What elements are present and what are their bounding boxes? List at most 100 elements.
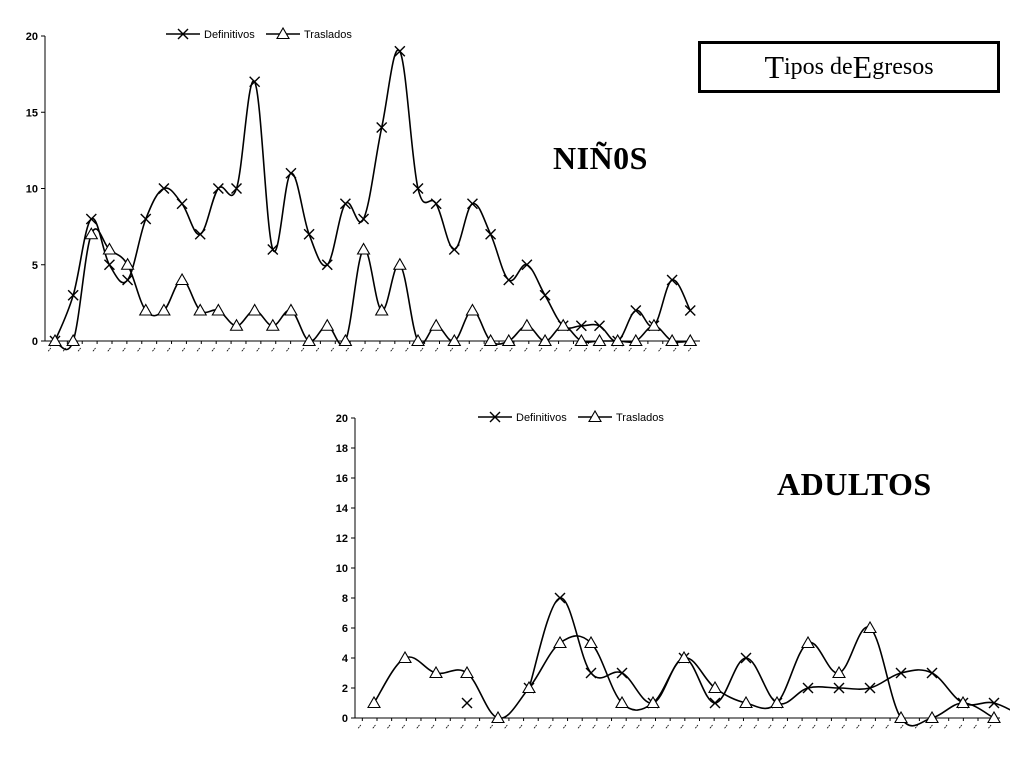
x-tick-label: -- — [462, 345, 471, 354]
x-tick-label: -- — [693, 722, 702, 731]
data-point-definitivos — [321, 259, 333, 271]
y-tick-label: 10 — [26, 184, 38, 196]
legend-entry: Traslados — [616, 412, 664, 424]
data-point-definitivos — [103, 259, 115, 271]
data-point-definitivos — [461, 697, 473, 709]
data-point-definitivos — [267, 244, 279, 255]
x-tick-label: -- — [358, 345, 367, 354]
data-point-traslados — [519, 318, 534, 331]
legend-marker — [489, 411, 501, 423]
x-tick-label: -- — [898, 722, 907, 731]
data-point-definitivos — [684, 305, 696, 316]
x-tick-label: -- — [641, 345, 650, 354]
data-point-traslados — [610, 333, 625, 347]
data-point-traslados — [894, 710, 908, 724]
y-tick-label: 12 — [336, 533, 348, 545]
x-tick-label: -- — [781, 722, 790, 731]
data-point-definitivos — [194, 228, 206, 240]
legend-marker — [177, 28, 189, 40]
data-point-traslados — [229, 318, 244, 331]
x-tick-label: -- — [458, 722, 467, 731]
x-tick-label: -- — [590, 722, 599, 731]
x-tick-label: -- — [487, 722, 496, 731]
data-point-definitivos — [616, 667, 628, 679]
data-point-definitivos — [503, 274, 515, 286]
x-tick-label: -- — [869, 722, 878, 731]
data-point-definitivos — [521, 259, 533, 271]
y-tick-label: 6 — [342, 623, 348, 635]
data-point-definitivos — [833, 682, 845, 694]
x-tick-label: -- — [355, 722, 364, 731]
title-initial-t: T — [764, 48, 784, 85]
y-tick-label: 10 — [336, 563, 348, 575]
data-point-traslados — [367, 695, 381, 709]
x-tick-label: -- — [546, 722, 555, 731]
x-tick-label: -- — [634, 722, 643, 731]
x-tick-label: -- — [722, 722, 731, 731]
data-point-traslados — [284, 303, 298, 316]
chart-legend: Definitivos Traslados — [166, 26, 352, 41]
x-tick-label: -- — [649, 722, 658, 731]
data-point-traslados — [120, 257, 135, 270]
data-point-definitivos — [67, 289, 79, 301]
data-point-definitivos — [376, 122, 388, 133]
data-point-traslados — [392, 257, 407, 270]
x-tick-label: -- — [656, 345, 665, 354]
data-point-traslados — [584, 635, 598, 649]
data-point-traslados — [677, 650, 691, 664]
y-tick-label: 4 — [342, 653, 349, 665]
x-tick-label: -- — [239, 345, 248, 354]
x-tick-label: -- — [596, 345, 605, 354]
data-point-definitivos — [554, 592, 566, 604]
x-tick-label: -- — [120, 345, 129, 354]
data-point-definitivos — [988, 697, 1000, 709]
x-tick-label: -- — [448, 345, 457, 354]
data-point-traslados — [665, 333, 680, 347]
data-point-traslados — [338, 333, 353, 347]
x-tick-label: -- — [619, 722, 628, 731]
data-point-traslados — [553, 635, 567, 649]
data-point-definitivos — [485, 228, 497, 240]
data-point-definitivos — [176, 198, 188, 210]
title-part-2: gresos — [872, 53, 934, 80]
data-point-traslados — [265, 318, 280, 331]
data-point-definitivos — [231, 183, 242, 194]
data-point-traslados — [739, 695, 753, 709]
data-point-traslados — [647, 318, 661, 331]
x-tick-label: -- — [751, 722, 760, 731]
data-point-definitivos — [249, 76, 261, 88]
x-tick-label: -- — [957, 722, 966, 731]
data-point-traslados — [302, 333, 317, 347]
y-tick-label: 20 — [26, 31, 38, 43]
data-point-traslados — [102, 242, 117, 255]
legend-entry: Traslados — [304, 29, 352, 41]
x-tick-label: -- — [611, 345, 620, 354]
data-point-definitivos — [358, 213, 370, 225]
x-tick-label: -- — [180, 345, 189, 354]
x-tick-label: -- — [75, 345, 84, 354]
data-point-traslados — [156, 303, 171, 316]
x-tick-label: -- — [986, 722, 995, 731]
x-tick-label: -- — [299, 345, 308, 354]
x-tick-label: -- — [575, 722, 584, 731]
x-tick-label: -- — [663, 722, 672, 731]
data-point-definitivos — [539, 289, 551, 301]
data-point-definitivos — [303, 228, 315, 240]
title-initial-e: E — [852, 48, 873, 85]
x-tick-label: -- — [671, 345, 680, 354]
data-point-definitivos — [575, 320, 587, 332]
data-point-traslados — [398, 650, 412, 664]
y-tick-label: 8 — [342, 593, 348, 605]
data-point-traslados — [465, 303, 480, 316]
x-tick-label: -- — [507, 345, 516, 354]
data-point-definitivos — [448, 244, 460, 255]
data-point-traslados — [538, 333, 552, 347]
data-point-definitivos — [466, 198, 478, 210]
data-point-traslados — [832, 665, 846, 679]
data-point-traslados — [628, 333, 643, 347]
data-point-definitivos — [140, 213, 152, 225]
data-point-traslados — [447, 333, 462, 347]
data-point-definitivos — [926, 667, 938, 679]
